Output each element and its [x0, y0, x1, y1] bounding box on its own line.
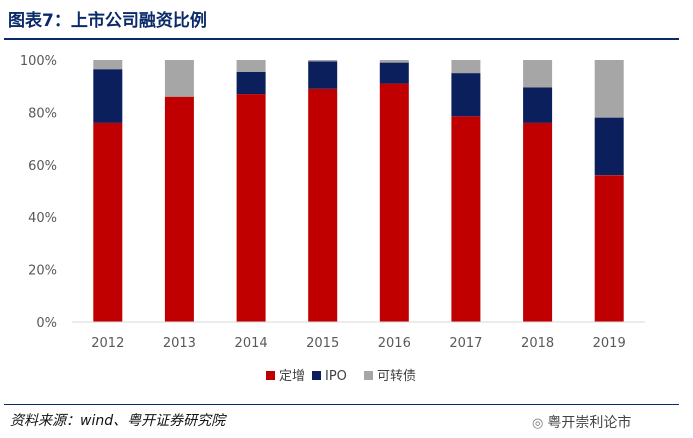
watermark-text: 粤开崇利论市 [547, 415, 632, 431]
legend-label: 定增 [279, 369, 305, 384]
legend-swatch-IPO [312, 371, 321, 380]
bar-2015-定增 [308, 88, 338, 322]
legend-label: 可转债 [377, 369, 416, 384]
bar-2012-可转债 [93, 60, 123, 70]
x-tick-label: 2015 [306, 336, 339, 351]
y-tick-label: 20% [28, 264, 57, 279]
bar-2016-可转债 [379, 60, 409, 63]
x-tick-label: 2012 [91, 336, 124, 351]
y-tick-label: 100% [20, 54, 57, 69]
legend-swatch-可转债 [364, 371, 373, 380]
legend: 定增 IPO 可转债 [266, 369, 416, 384]
x-axis-tick-labels: 2012 2013 2014 2015 2016 2017 2018 2019 [91, 336, 625, 351]
bar-2017-可转债 [451, 60, 481, 74]
bar-2018-IPO [523, 87, 553, 123]
bar-2013-可转债 [164, 60, 194, 97]
bar-2012-IPO [93, 69, 123, 123]
title-divider [4, 38, 679, 40]
watermark: ◎ 粤开崇利论市 [532, 412, 631, 432]
x-tick-label: 2019 [593, 336, 626, 351]
x-tick-label: 2014 [235, 336, 268, 351]
y-tick-label: 80% [28, 106, 57, 121]
bar-2015-可转债 [308, 60, 338, 62]
bar-2019-定增 [594, 175, 624, 322]
y-tick-label: 60% [28, 159, 57, 174]
y-axis-tick-labels: 0% 20% 40% 60% 80% 100% [20, 54, 57, 331]
bar-2012-定增 [93, 122, 123, 323]
footer-divider [4, 404, 679, 405]
stacked-bar-chart: 0%20%40%60%80%100% 2012 2013 2014 2015 2016 2… [20, 54, 645, 384]
bar-2019-可转债 [594, 60, 624, 118]
x-tick-label: 2018 [521, 336, 554, 351]
bar-2014-可转债 [236, 60, 266, 72]
bar-2017-IPO [451, 73, 481, 117]
bar-2016-定增 [379, 83, 409, 322]
x-tick-label: 2016 [378, 336, 411, 351]
bar-2019-IPO [594, 117, 624, 176]
bar-2017-定增 [451, 116, 481, 322]
x-tick-label: 2017 [449, 336, 482, 351]
bar-2013-定增 [164, 96, 194, 322]
chart-title: 图表7：上市公司融资比例 [8, 11, 207, 31]
bar-2016-IPO [379, 62, 409, 84]
legend-swatch-定增 [266, 371, 275, 380]
source-note: 资料来源：wind、粤开证券研究院 [10, 413, 226, 429]
bar-2014-IPO [236, 71, 266, 95]
y-tick-label: 40% [28, 211, 57, 226]
bar-2018-定增 [523, 122, 553, 323]
bar-2018-可转债 [523, 60, 553, 88]
bar-2014-定增 [236, 94, 266, 322]
bars-group [93, 60, 624, 323]
legend-label: IPO [325, 369, 347, 384]
x-tick-label: 2013 [163, 336, 196, 351]
bar-2015-IPO [308, 61, 338, 89]
y-tick-label: 0% [36, 316, 57, 331]
wechat-icon: ◎ [532, 416, 544, 431]
